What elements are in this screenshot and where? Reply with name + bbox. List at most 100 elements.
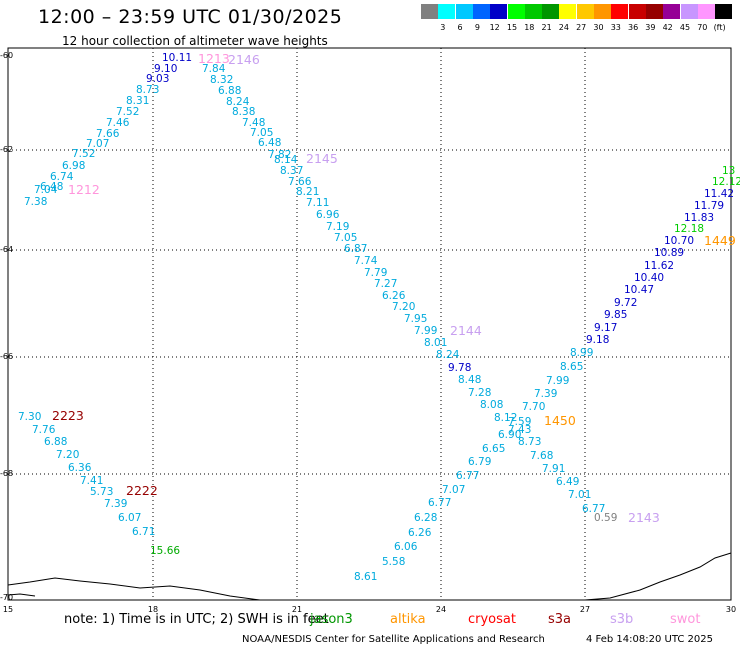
satellite-swot: swot <box>670 612 701 627</box>
lat-tick-label: -70 <box>0 593 13 602</box>
wave-height-reading: 6.49 <box>556 476 579 488</box>
wave-height-reading: 8.37 <box>280 165 303 177</box>
wave-height-reading: 7.38 <box>24 196 47 208</box>
wave-height-reading: 7.20 <box>392 301 415 313</box>
legend-label: 33 <box>610 23 621 32</box>
wave-height-reading: 8.24 <box>436 349 460 361</box>
lon-tick-label: 21 <box>292 605 302 614</box>
legend-swatch <box>455 4 473 19</box>
legend-swatch <box>507 4 525 19</box>
wave-height-reading: 11.42 <box>704 188 734 200</box>
wave-height-reading: 9.72 <box>614 297 637 309</box>
wave-height-reading: 7.52 <box>72 148 95 160</box>
pass-time-label: 2222 <box>126 483 158 498</box>
wave-height-reading: 6.77 <box>428 497 451 509</box>
wave-height-reading: 6.87 <box>344 243 367 255</box>
legend-label: 18 <box>524 23 535 32</box>
coastline <box>584 552 732 601</box>
chart-subtitle: 12 hour collection of altimeter wave hei… <box>62 34 328 48</box>
legend-swatch <box>697 4 715 19</box>
wave-height-reading: 7.43 <box>508 424 531 436</box>
legend-label: 27 <box>576 23 587 32</box>
wave-height-reading: 9.78 <box>448 362 471 374</box>
satellite-altika: altika <box>390 612 426 627</box>
wave-height-reading: 6.48 <box>258 137 281 149</box>
wave-height-reading: 8.73 <box>136 84 159 96</box>
coastline <box>7 593 36 597</box>
wave-height-reading: 7.39 <box>534 388 557 400</box>
legend-label: 9 <box>474 23 480 32</box>
pass-time-label: 2146 <box>228 52 260 67</box>
wave-height-reading: 6.28 <box>414 512 437 524</box>
wave-height-reading: 5.73 <box>90 486 113 498</box>
wave-height-reading: 7.46 <box>106 117 130 129</box>
wave-height-reading: 8.38 <box>232 106 255 118</box>
wave-height-reading: 7.82 <box>268 149 291 161</box>
wave-height-reading: 7.52 <box>116 106 139 118</box>
wave-height-reading: 7.39 <box>104 498 127 510</box>
satellite-jason3: jason3 <box>310 612 353 627</box>
legend-swatch <box>472 4 490 19</box>
wave-height-reading: 7.07 <box>86 138 109 150</box>
wave-height-reading: 8.08 <box>480 399 503 411</box>
wave-height-reading: 11.79 <box>694 200 724 212</box>
wave-height-reading: 8.21 <box>296 186 319 198</box>
wave-height-reading: 7.99 <box>546 375 569 387</box>
chart-title: 12:00 – 23:59 UTC 01/30/2025 <box>38 6 343 28</box>
legend-label: 36 <box>628 23 639 32</box>
legend-swatch <box>542 4 560 19</box>
wave-height-reading: 6.71 <box>132 526 155 538</box>
wave-height-reading: 7.66 <box>288 176 312 188</box>
pass-time-label: 2144 <box>450 323 482 338</box>
lat-tick-label: -68 <box>0 469 13 478</box>
wave-height-reading: 10.11 <box>162 52 192 64</box>
satellite-s3a: s3a <box>548 612 572 627</box>
legend-label: 39 <box>645 23 656 32</box>
wave-height-reading: 9.10 <box>154 63 177 75</box>
lon-tick-label: 15 <box>3 605 13 614</box>
legend-swatch <box>628 4 646 19</box>
wave-height-reading: 8.73 <box>518 436 541 448</box>
legend-label: 15 <box>506 23 518 32</box>
wave-height-reading: 8.48 <box>458 374 481 386</box>
wave-height-reading: 8.61 <box>354 571 377 583</box>
legend-swatch <box>715 4 733 19</box>
wave-height-reading: 6.36 <box>68 462 92 474</box>
footer-note: note: 1) Time is in UTC; 2) SWH is in fe… <box>64 612 329 627</box>
wave-height-reading: 7.79 <box>364 267 387 279</box>
wave-height-reading: 6.06 <box>394 541 418 553</box>
wave-height-reading: 7.95 <box>404 313 427 325</box>
legend-swatch <box>421 4 438 19</box>
map-frame <box>7 47 732 601</box>
legend-swatch <box>438 4 456 19</box>
wave-height-reading: 6.48 <box>40 181 63 193</box>
coastline <box>7 577 297 601</box>
legend-label: 30 <box>593 23 604 32</box>
pass-time-label: 2143 <box>628 510 660 525</box>
legend-swatch <box>490 4 508 19</box>
wave-height-reading: 6.96 <box>316 209 340 221</box>
wave-height-reading: 12.18 <box>674 223 704 235</box>
legend-label: 6 <box>457 23 463 32</box>
wave-height-reading: 8.31 <box>126 95 149 107</box>
wave-height-reading: 11.62 <box>644 260 674 272</box>
wave-height-reading: 6.26 <box>382 290 406 302</box>
wave-height-reading: 9.18 <box>586 334 609 346</box>
wave-height-reading: 8.99 <box>570 347 593 359</box>
legend-swatch <box>524 4 542 19</box>
footer-note-text: note: 1) Time is in UTC; 2) SWH is in fe… <box>64 612 329 627</box>
wave-height-reading: 8.24 <box>226 96 250 108</box>
legend-swatch <box>663 4 681 19</box>
wave-height-reading: 7.91 <box>542 463 565 475</box>
wave-height-reading: 15.66 <box>150 545 180 557</box>
lon-tick-label: 30 <box>726 605 736 614</box>
wave-height-reading: 6.26 <box>408 527 432 539</box>
lat-tick-label: -60 <box>0 51 13 60</box>
wave-height-reading: 7.74 <box>354 255 378 267</box>
legend-swatch <box>680 4 698 19</box>
pass-time-label: 1450 <box>544 413 576 428</box>
wave-height-reading: 7.68 <box>530 450 553 462</box>
wave-height-reading: 9.03 <box>146 73 169 85</box>
wave-height-reading: 6.90 <box>498 429 521 441</box>
